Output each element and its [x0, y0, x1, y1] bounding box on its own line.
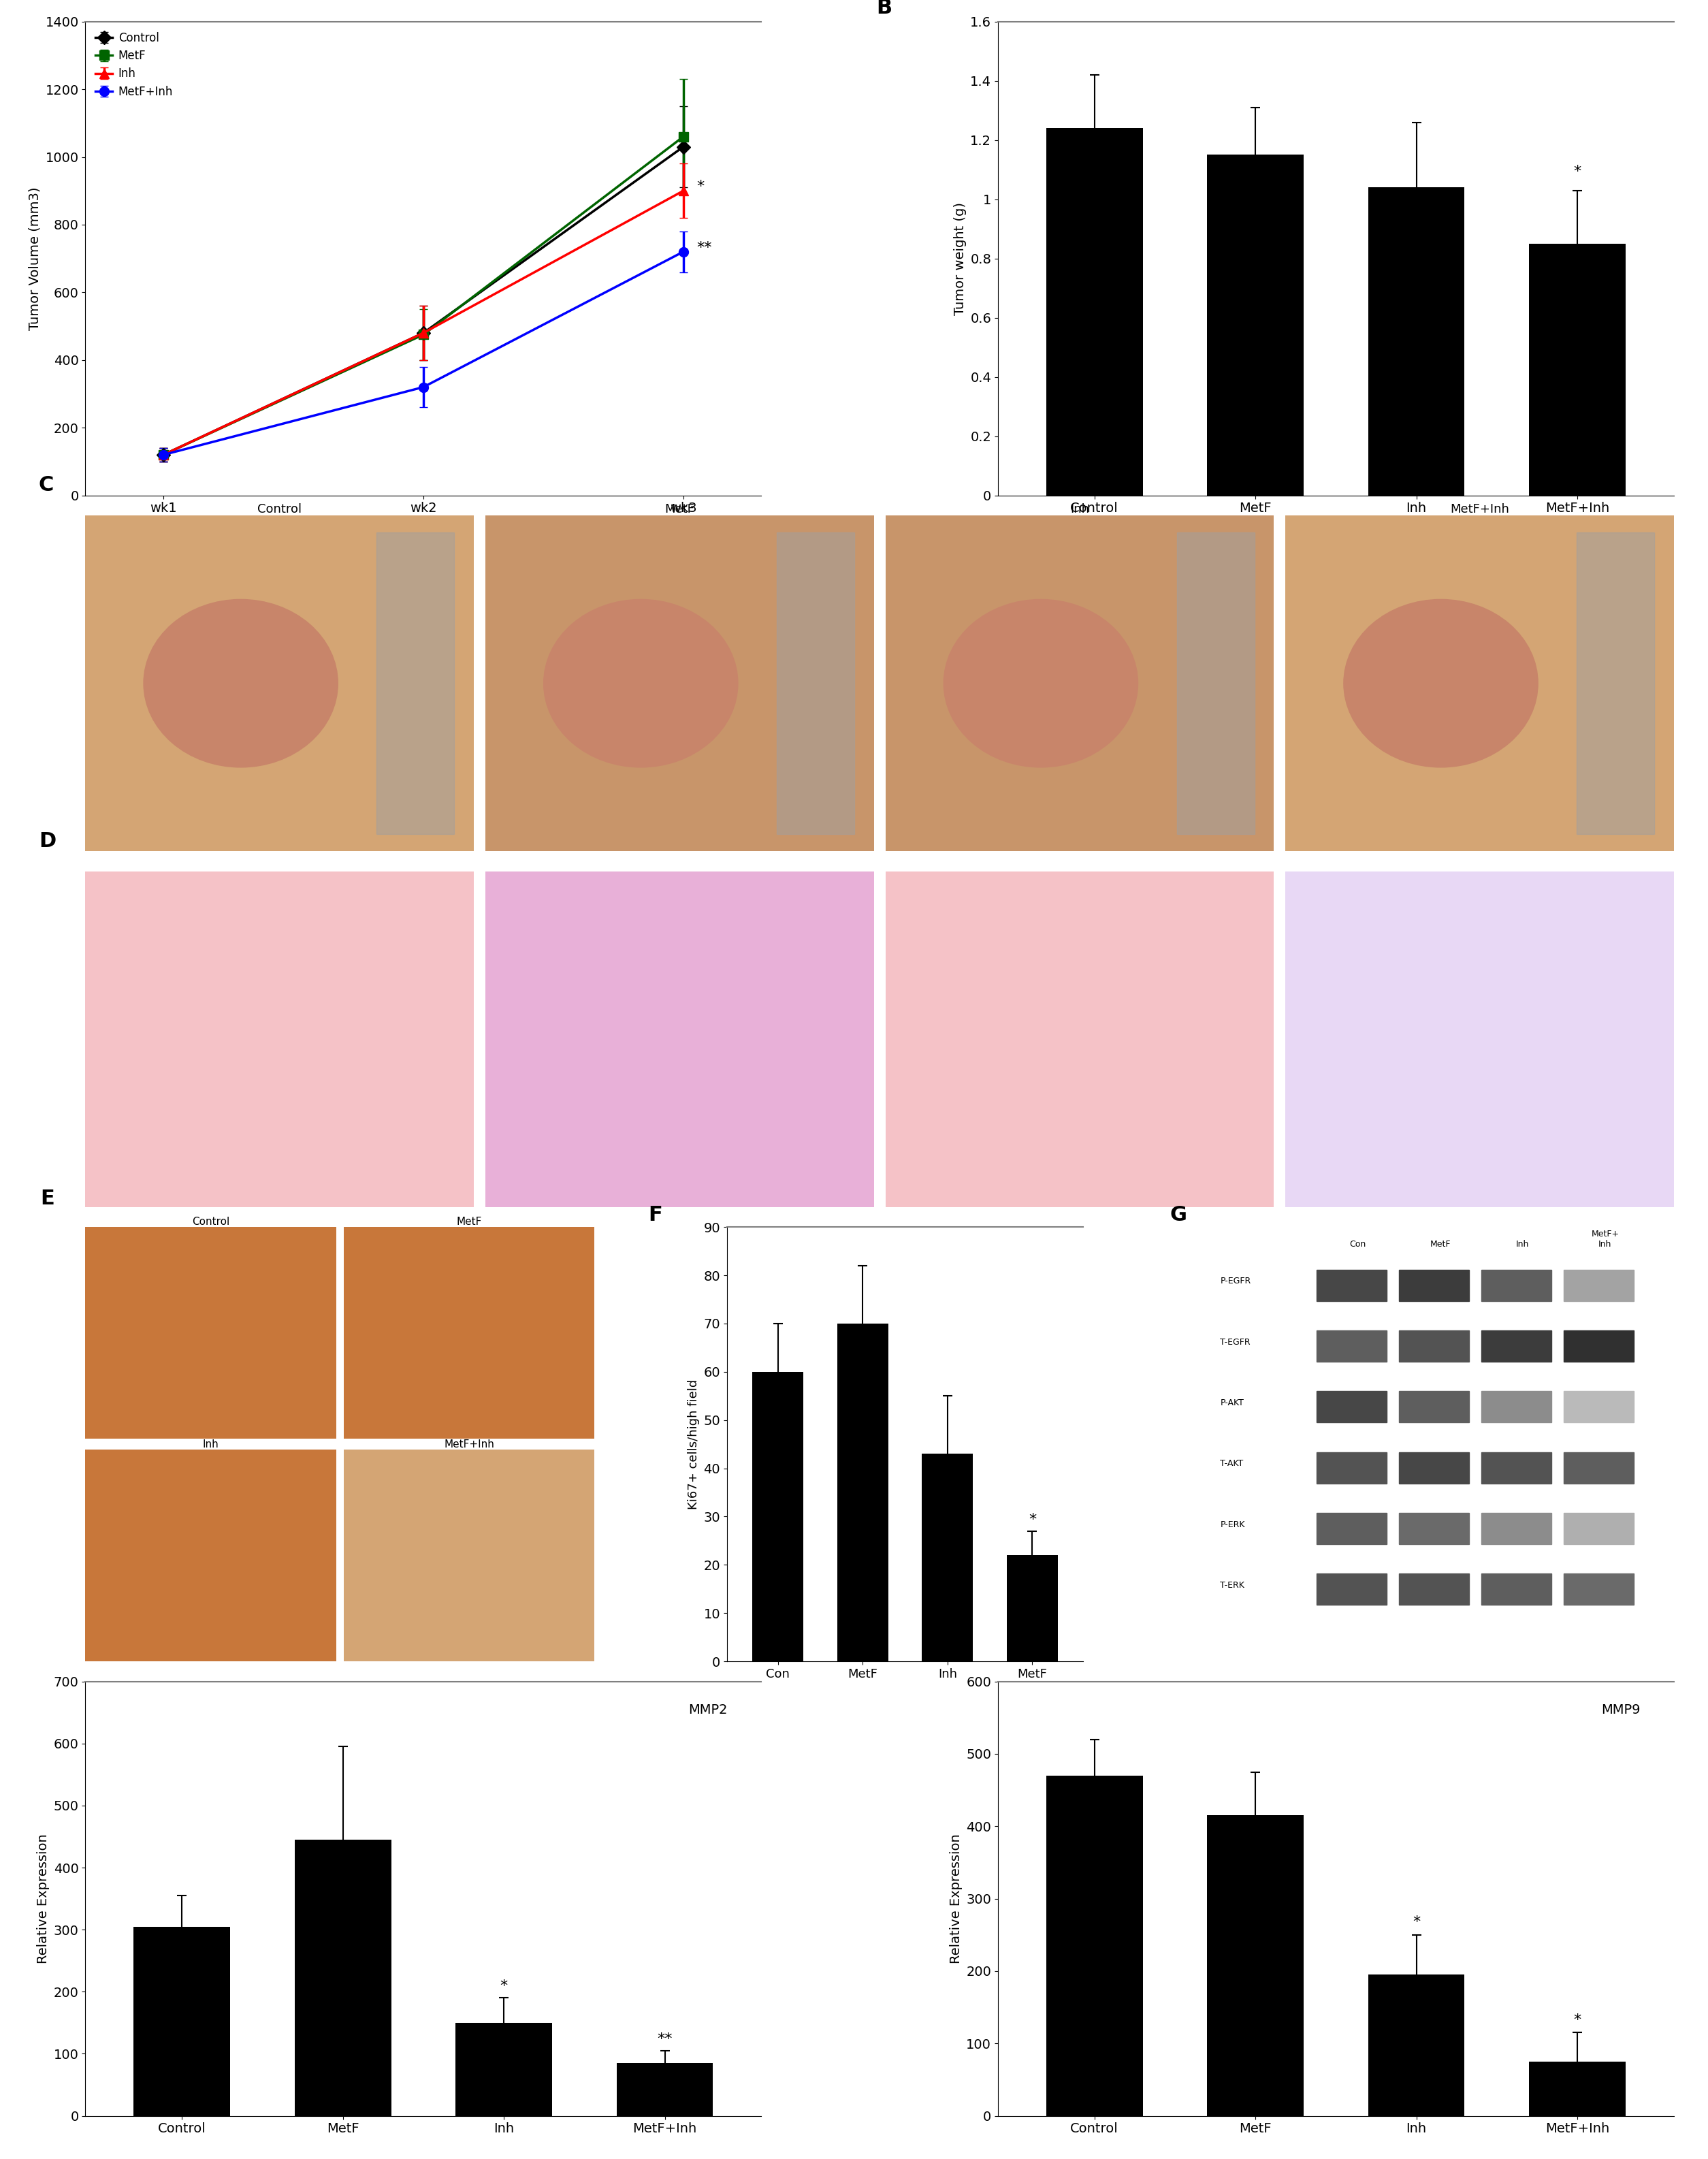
Title: MetF+Inh: MetF+Inh	[444, 1440, 494, 1449]
Bar	[1481, 1513, 1551, 1544]
Text: *: *	[697, 179, 704, 194]
Bar	[133, 1926, 231, 2116]
Text: T-AKT: T-AKT	[1220, 1459, 1243, 1468]
Bar	[1399, 1574, 1469, 1604]
Text: MMP9: MMP9	[1600, 1703, 1640, 1716]
Title: MetF: MetF	[456, 1218, 482, 1226]
Y-axis label: Relative Expression: Relative Expression	[950, 1833, 962, 1963]
Bar	[1317, 1453, 1387, 1483]
Bar	[1317, 1513, 1387, 1544]
Text: *: *	[1573, 164, 1582, 179]
Bar	[1399, 1453, 1469, 1483]
Text: B: B	[876, 0, 892, 17]
Bar	[1047, 127, 1143, 494]
Text: F: F	[649, 1205, 663, 1224]
Circle shape	[143, 600, 338, 766]
Bar	[1565, 1513, 1635, 1544]
Bar	[377, 533, 454, 833]
Circle shape	[1344, 600, 1537, 766]
Bar	[294, 1839, 391, 2116]
Bar	[1565, 1574, 1635, 1604]
Text: P-EGFR: P-EGFR	[1220, 1276, 1250, 1287]
Y-axis label: Relative Expression: Relative Expression	[38, 1833, 50, 1963]
Title: MetF+Inh: MetF+Inh	[1450, 503, 1510, 516]
Text: P-AKT: P-AKT	[1220, 1399, 1243, 1408]
Y-axis label: Tumor weight (g): Tumor weight (g)	[953, 203, 967, 315]
Text: *: *	[1573, 2012, 1582, 2027]
Bar	[1208, 1816, 1303, 2116]
Bar	[837, 1323, 888, 1662]
Title: Inh: Inh	[203, 1440, 219, 1449]
Bar	[1317, 1390, 1387, 1423]
Bar	[1565, 1453, 1635, 1483]
Text: T-EGFR: T-EGFR	[1220, 1339, 1250, 1347]
Title: Control: Control	[191, 1218, 229, 1226]
Bar	[1368, 1975, 1465, 2116]
Bar	[456, 2023, 552, 2116]
Text: C: C	[39, 475, 55, 494]
Bar	[1481, 1330, 1551, 1362]
Bar	[1481, 1390, 1551, 1423]
Bar	[1565, 1330, 1635, 1362]
Text: G: G	[1170, 1205, 1187, 1224]
Text: P-ERK: P-ERK	[1220, 1520, 1245, 1529]
Bar	[1208, 155, 1303, 494]
Bar	[1481, 1269, 1551, 1302]
Bar	[1399, 1390, 1469, 1423]
Text: *: *	[1413, 1915, 1419, 1928]
Bar	[922, 1453, 974, 1662]
Text: **: **	[658, 2032, 673, 2047]
Text: D: D	[39, 831, 56, 851]
Bar	[752, 1371, 803, 1662]
Text: Con: Con	[1349, 1239, 1366, 1248]
Y-axis label: Tumor Volume (mm3): Tumor Volume (mm3)	[29, 188, 41, 330]
Bar	[1317, 1269, 1387, 1302]
Text: T-ERK: T-ERK	[1220, 1580, 1245, 1589]
Bar	[1399, 1513, 1469, 1544]
Title: MetF: MetF	[664, 503, 695, 516]
Bar	[1565, 1269, 1635, 1302]
Text: MMP2: MMP2	[688, 1703, 728, 1716]
Bar	[1368, 188, 1465, 494]
Title: Inh: Inh	[1071, 503, 1090, 516]
Bar	[1565, 1390, 1635, 1423]
Bar	[1399, 1330, 1469, 1362]
Text: **: **	[697, 242, 712, 255]
Bar	[1317, 1574, 1387, 1604]
Bar	[1399, 1269, 1469, 1302]
Y-axis label: Ki67+ cells/high field: Ki67+ cells/high field	[687, 1380, 700, 1509]
Bar	[617, 2064, 712, 2116]
Legend: Control, MetF, Inh, MetF+Inh: Control, MetF, Inh, MetF+Inh	[91, 28, 178, 101]
Text: MetF: MetF	[1430, 1239, 1450, 1248]
Bar	[777, 533, 854, 833]
Bar	[1481, 1574, 1551, 1604]
Bar	[1008, 1554, 1057, 1662]
Text: *: *	[500, 1980, 507, 1993]
Text: E: E	[41, 1190, 55, 1209]
Text: MetF+
Inh: MetF+ Inh	[1592, 1231, 1619, 1248]
Circle shape	[945, 600, 1138, 766]
Bar	[1047, 1775, 1143, 2116]
Bar	[1529, 2062, 1626, 2116]
Circle shape	[543, 600, 738, 766]
Title: Control: Control	[258, 503, 302, 516]
Bar	[1177, 533, 1254, 833]
Bar	[1481, 1453, 1551, 1483]
Text: Inh: Inh	[1517, 1239, 1529, 1248]
Bar	[1317, 1330, 1387, 1362]
Bar	[1529, 244, 1626, 494]
Text: *: *	[1028, 1513, 1037, 1526]
Bar	[1576, 533, 1655, 833]
